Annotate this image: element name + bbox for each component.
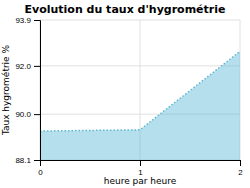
tick-label: 88.1 [15, 156, 31, 165]
line [40, 51, 240, 131]
tick-mark [240, 160, 241, 166]
tick: 90.0 [15, 110, 40, 119]
x-axis: 0 1 2 [38, 160, 243, 177]
tick: 0 [38, 160, 43, 177]
tick: 93.9 [15, 16, 40, 25]
tick-label: 2 [238, 168, 243, 177]
tick-label: 0 [38, 168, 43, 177]
tick: 92.0 [15, 62, 40, 71]
tick-mark [34, 114, 40, 115]
plot: 0 1 2 88.1 90.0 92.0 93.9 [15, 16, 243, 177]
tick-label: 90.0 [15, 110, 31, 119]
tick: 2 [238, 160, 243, 177]
tick: 1 [138, 160, 143, 177]
tick-mark [34, 20, 40, 21]
grid [40, 20, 240, 160]
x-axis-title: heure par heure [104, 176, 177, 186]
chart: 0 1 2 88.1 90.0 92.0 93.9Evolution du taux d'h… [0, 0, 250, 188]
tick-label: 92.0 [15, 62, 31, 71]
area [40, 51, 240, 160]
title: Evolution du taux d'hygrométrie [25, 3, 226, 16]
tick-label: 93.9 [15, 16, 31, 25]
marks [40, 51, 240, 160]
tick-mark [140, 160, 141, 166]
axis-line [34, 21, 41, 161]
tick: 88.1 [15, 156, 40, 165]
tick-mark [34, 66, 40, 67]
y-axis-title: Taux hygrométrie % [1, 44, 11, 136]
y-axis: 88.1 90.0 92.0 93.9 [15, 16, 40, 165]
tick-mark [34, 160, 40, 161]
axis-line [41, 161, 241, 167]
